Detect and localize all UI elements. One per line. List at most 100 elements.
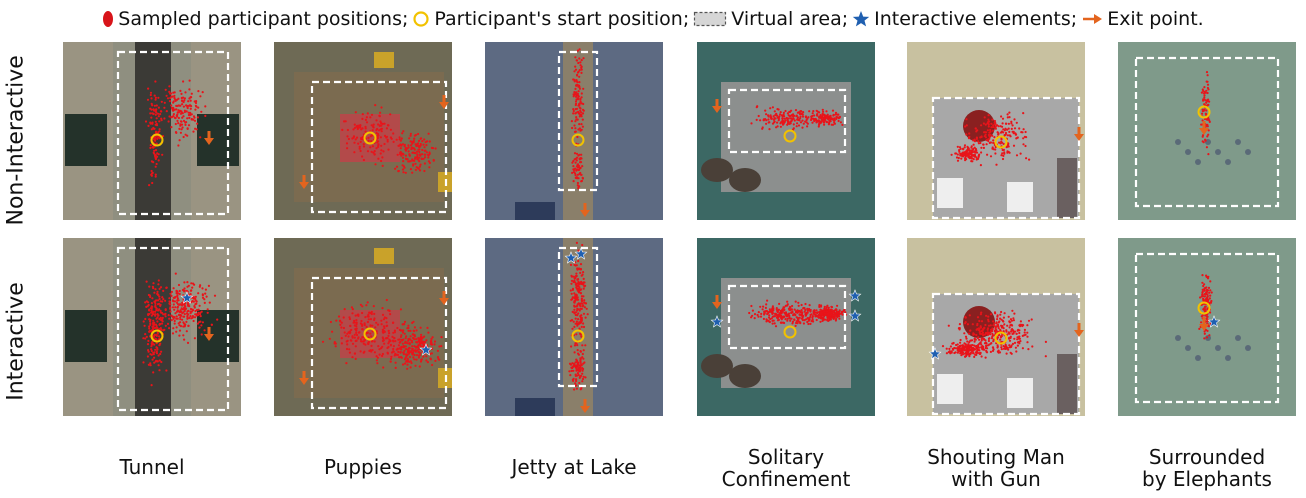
scene-panel-2-1 [485,238,663,416]
scene-panel-1-1 [274,238,452,416]
scene-map [907,238,1085,416]
scene-map [63,238,241,416]
blue-star-icon [852,11,870,27]
sampled-positions [750,105,844,131]
exit-arrow-icon [1074,127,1084,141]
row-label-interactive: Interactive [3,282,29,401]
interactive-element-star-icon [848,309,862,322]
start-position-marker [994,135,1008,149]
virtual-area [310,80,448,214]
sampled-positions [941,309,1047,359]
sampled-positions [142,272,219,387]
scene-map [63,42,241,220]
scene-map [697,42,875,220]
column-label-line: Puppies [323,455,403,479]
scene-panel-4-0 [907,42,1085,220]
scene-panel-1-0 [274,42,452,220]
legend-label-start: Participant's start position; [434,8,690,30]
start-position-marker [571,133,585,147]
column-label-2: Jetty at Lake [485,456,663,478]
exit-arrow-icon [580,203,590,217]
column-label-line: Tunnel [119,455,185,479]
scene-map [485,238,663,416]
exit-arrow-icon [439,95,449,109]
scene-map [274,42,452,220]
column-label-5: Surrounded by Elephants [1118,446,1296,490]
scene-panel-3-1 [697,238,875,416]
exit-arrow-icon [712,295,722,309]
scene-panel-3-0 [697,42,875,220]
legend-item-exit: Exit point. [1081,8,1204,30]
legend-label-interactive: Interactive elements; [874,8,1078,30]
exit-arrow-icon [1199,121,1209,135]
exit-arrow-icon [204,327,214,341]
start-position-marker [363,327,377,341]
virtual-area [931,292,1081,416]
start-position-marker [1197,105,1211,119]
column-label-line: Solitary [747,445,825,469]
exit-arrow-icon [204,131,214,145]
column-label-line: by Elephants [1142,467,1272,491]
virtual-area [727,88,847,154]
legend-item-area: Virtual area; [693,8,848,30]
legend-item-start: Participant's start position; [412,8,689,30]
scene-panel-5-0 [1118,42,1296,220]
scene-panel-5-1 [1118,238,1296,416]
start-position-marker [1197,301,1211,315]
start-position-marker [994,331,1008,345]
scene-panel-4-1 [907,238,1085,416]
start-position-marker [783,129,797,143]
column-label-line: Jetty at Lake [511,455,637,479]
legend: Sampled participant positions; Participa… [0,4,1306,34]
virtual-area [116,50,230,216]
scene-map [697,238,875,416]
exit-arrow-icon [299,175,309,189]
interactive-element-star-icon [574,247,588,260]
exit-arrow-icon [1074,323,1084,337]
scene-panel-0-1 [63,238,241,416]
column-label-4: Shouting Man with Gun [907,446,1085,490]
exit-arrow-icon [439,291,449,305]
start-position-marker [363,131,377,145]
exit-arrow-icon [1199,317,1209,331]
column-label-3: Solitary Confinement [697,446,875,490]
scene-panel-0-0 [63,42,241,220]
sampled-positions [568,241,589,391]
interactive-element-star-icon [848,289,862,302]
red-ellipse-icon [103,11,114,27]
scene-map [1118,42,1296,220]
row-label-non-interactive: Non-Interactive [3,55,29,226]
interactive-element-star-icon [419,343,433,356]
orange-arrow-icon [1083,14,1103,24]
virtual-area [1134,252,1280,404]
exit-arrow-icon [580,399,590,413]
interactive-element-star-icon [710,315,724,328]
scene-map [1118,238,1296,416]
virtual-area [931,96,1081,220]
interactive-element-star-icon [564,251,578,264]
legend-label-samples: Sampled participant positions; [118,8,409,30]
scene-map [485,42,663,220]
column-label-line: Shouting Man [927,445,1065,469]
legend-item-interactive: Interactive elements; [852,8,1077,30]
legend-label-exit: Exit point. [1107,8,1204,30]
scene-map [274,238,452,416]
column-label-0: Tunnel [63,456,241,478]
sampled-positions [321,298,443,370]
column-label-line: Confinement [721,467,851,491]
scene-map [907,42,1085,220]
sampled-positions [748,299,848,328]
legend-item-samples: Sampled participant positions; [102,8,408,30]
start-position-marker [150,133,164,147]
interactive-element-star-icon [1207,315,1221,328]
virtual-area [310,276,448,410]
virtual-area [727,284,847,350]
start-position-marker [150,329,164,343]
interactive-element-star-icon [928,347,942,360]
start-position-marker [571,329,585,343]
exit-arrow-icon [712,99,722,113]
virtual-area [1134,56,1280,208]
scene-panel-2-0 [485,42,663,220]
sampled-positions [1200,71,1211,156]
dashed-rectangle-icon [694,11,727,27]
